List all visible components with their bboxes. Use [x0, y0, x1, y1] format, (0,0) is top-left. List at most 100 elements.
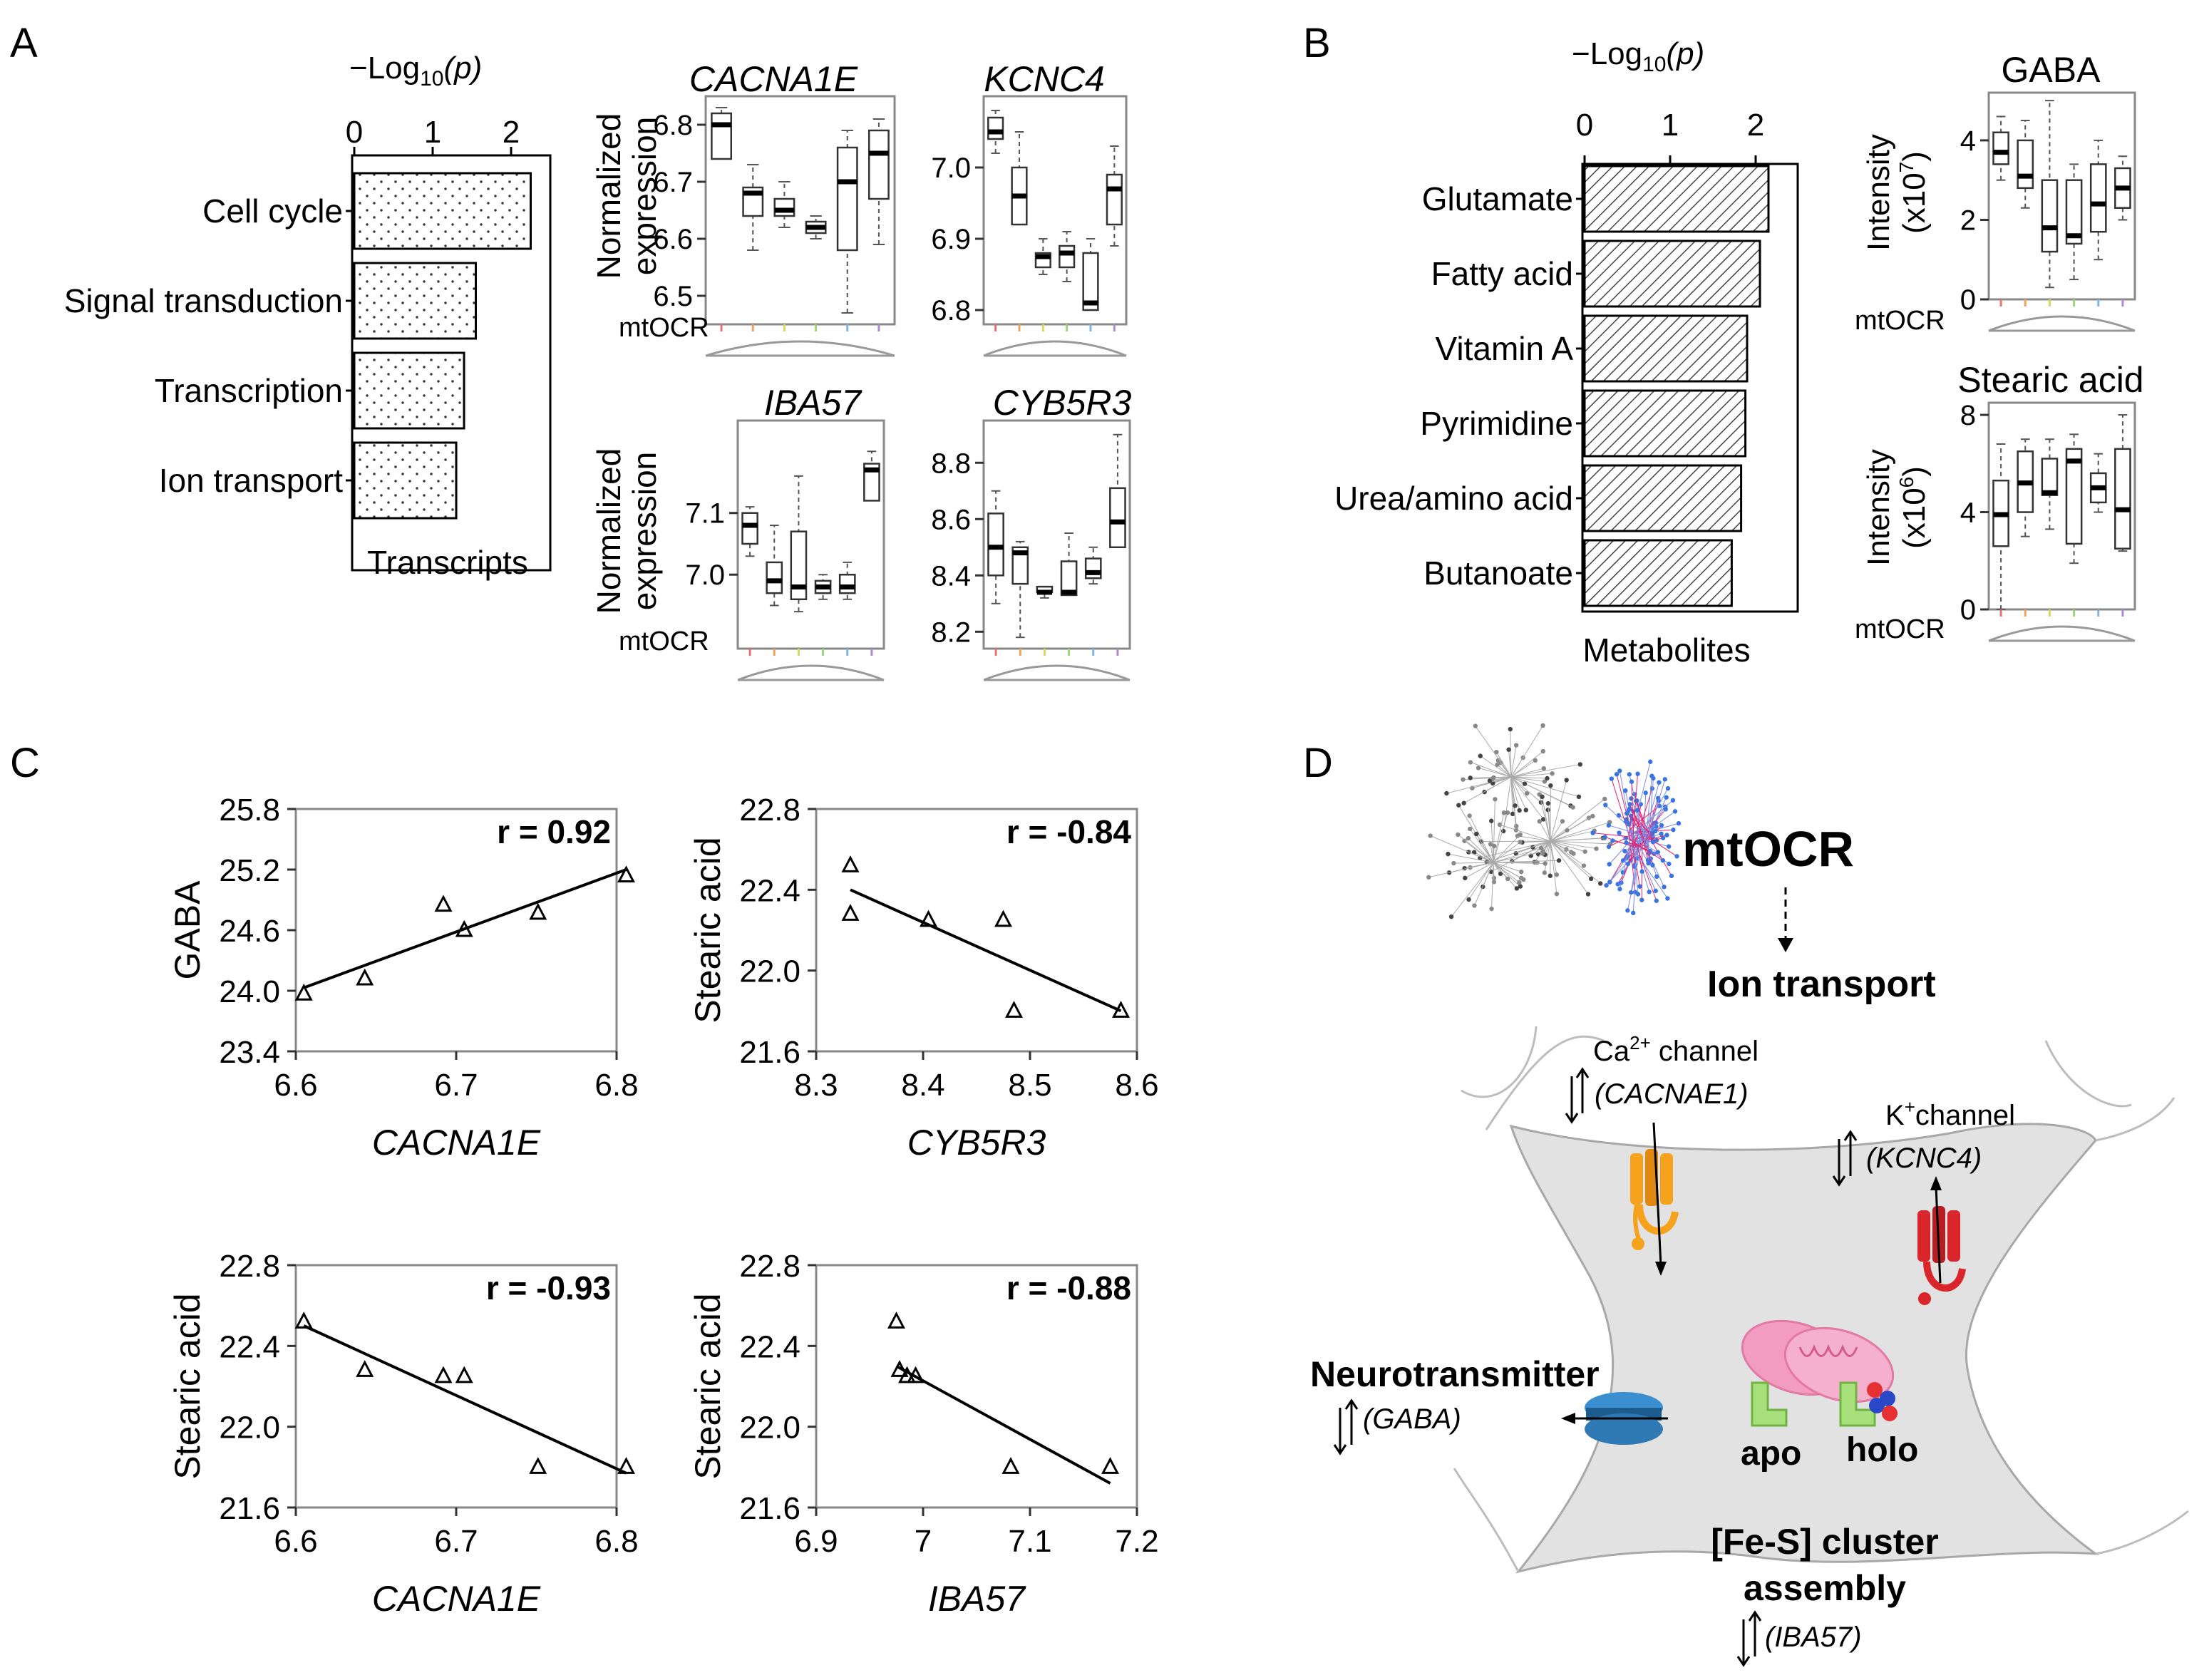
network-node: [1517, 880, 1522, 885]
bar-1: [353, 262, 477, 340]
boxplot-box: [2041, 179, 2059, 253]
scatter-point: [994, 909, 1012, 927]
network-node: [1654, 898, 1659, 903]
network-edge: [1630, 798, 1648, 843]
boxplot-y-tick-label: 8.8: [931, 448, 971, 479]
boxplot-frame: [982, 419, 1131, 650]
network-node: [1451, 860, 1456, 866]
bar-5: [1583, 539, 1733, 607]
boxplot-y-tick-label: 6.8: [931, 295, 971, 326]
network-edge: [1510, 751, 1544, 778]
network-edge: [1476, 833, 1494, 863]
fes-updown-arrows-icon: [1736, 1610, 1762, 1667]
network-edge: [1497, 764, 1512, 778]
gene-title-kcnc4: KCNC4: [984, 59, 1104, 99]
network-edge: [1550, 821, 1563, 842]
stearic-ylabel-1: Intensity: [1861, 449, 1896, 566]
network-node: [1513, 743, 1519, 748]
scatter-x-tick-label: 7.2: [1115, 1524, 1158, 1559]
fes-cluster-label-1: [Fe-S] cluster: [1711, 1522, 1939, 1562]
network-node: [1514, 823, 1519, 829]
network-edge: [1491, 862, 1494, 909]
bar-3: [353, 441, 458, 520]
scatter-point: [356, 968, 374, 986]
boxplot-y-tick-label: 7.0: [685, 560, 725, 591]
network-edge: [1550, 840, 1597, 850]
boxplot-box: [836, 146, 858, 252]
scatter-frame: [294, 1264, 618, 1509]
network-node: [1478, 753, 1483, 758]
boxplot-y-tick-label: 2: [1960, 205, 1976, 236]
network-node: [1615, 882, 1620, 887]
network-edge: [1510, 760, 1536, 778]
scatter-x-tick-label: 6.8: [594, 1068, 638, 1103]
network-node: [1629, 813, 1634, 818]
network-edge: [1480, 756, 1512, 778]
bar-category-label: Urea/amino acid: [1334, 480, 1573, 517]
colored-network-icon: [1590, 759, 1682, 916]
network-node: [1581, 863, 1587, 868]
network-edge: [1550, 822, 1610, 842]
network-node: [1665, 896, 1670, 901]
boxplot-y-tick-label: 0: [1960, 594, 1976, 626]
network-node: [1489, 818, 1494, 823]
network-edge: [1622, 845, 1644, 873]
regression-line: [850, 888, 1122, 1013]
boxplot-box: [790, 530, 808, 601]
mtocr-arrow-head-icon: [1778, 938, 1793, 952]
boxplot-frame: [982, 95, 1128, 326]
network-edge: [1499, 824, 1551, 842]
network-node: [1585, 892, 1591, 897]
k-gene-label: (KCNC4): [1866, 1143, 1982, 1174]
network-edge: [1493, 862, 1508, 880]
boxplot-frame: [1987, 91, 2136, 301]
network-edge: [1631, 781, 1634, 844]
network-node: [1635, 771, 1640, 776]
boxplot-frame: [1987, 401, 2136, 611]
network-node: [1468, 826, 1473, 832]
scatter-r-label: r = 0.92: [497, 813, 611, 850]
scatter-y-label: Stearic acid: [688, 1293, 728, 1479]
boxplot-box: [1106, 173, 1123, 226]
gaba-gene-label: (GABA): [1363, 1403, 1461, 1435]
gaba-ylabel-1: Intensity: [1861, 134, 1896, 251]
network-edge: [1481, 840, 1551, 842]
network-edge: [1493, 847, 1542, 863]
gaba-title: GABA: [2002, 50, 2101, 90]
network-node: [1490, 775, 1495, 780]
network-node: [1614, 772, 1620, 777]
scatter-r-label: r = -0.88: [1006, 1269, 1131, 1307]
gene-title-iba57: IBA57: [764, 383, 863, 423]
network-edge: [1446, 776, 1512, 794]
network-edge: [1451, 862, 1494, 917]
network-edge: [1608, 828, 1644, 847]
scatter-y-tick-label: 21.6: [739, 1491, 800, 1526]
boxplot-frame: [736, 419, 885, 650]
network-edge: [1510, 729, 1512, 778]
network-edge: [1474, 862, 1494, 906]
network-node: [1674, 854, 1679, 859]
network-edge: [1619, 771, 1634, 843]
network-node: [1646, 860, 1652, 865]
panel-b-bar-axis-ticks: 0 1 2: [1576, 108, 1764, 164]
boxplot-box: [766, 561, 783, 594]
network-node: [1660, 857, 1666, 863]
bar-category-label: Ion transport: [159, 462, 343, 499]
boxplot-y-tick-label: 8.4: [931, 560, 971, 592]
bar-2: [353, 351, 465, 430]
network-node: [1623, 819, 1629, 824]
network-node: [1650, 840, 1656, 845]
scatter-point: [455, 1366, 473, 1383]
network-node: [1602, 835, 1607, 840]
regression-line: [303, 868, 627, 989]
boxplot-y-tick-label: 4: [1960, 125, 1976, 157]
network-node: [1631, 910, 1636, 916]
gaba-updown-arrows-icon: [1333, 1398, 1359, 1455]
k-channel-label: K+channel: [1885, 1096, 2015, 1131]
boxplot-iba57: 7.1 7.0: [685, 419, 885, 681]
network-edge: [1550, 815, 1593, 842]
network-node: [1501, 810, 1507, 815]
boxplot-y-tick-label: 8: [1960, 400, 1976, 431]
scatter-x-tick-label: 8.3: [794, 1068, 838, 1103]
network-node: [1560, 819, 1565, 824]
